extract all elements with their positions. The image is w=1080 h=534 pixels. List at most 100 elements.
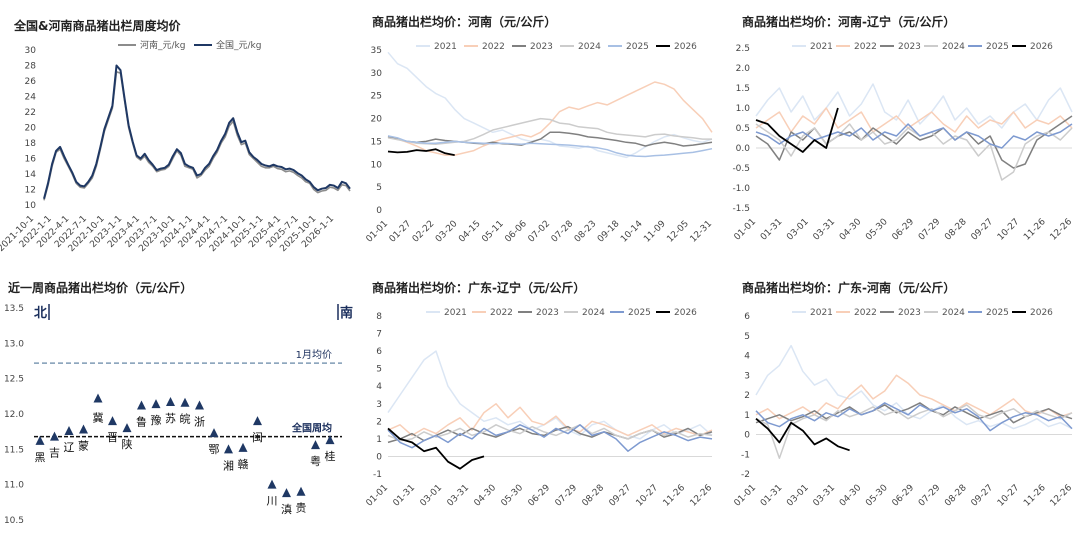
province-marker bbox=[325, 435, 335, 445]
y-tick-label: 2.0 bbox=[736, 64, 751, 74]
x-tick-label: 08-28 bbox=[943, 483, 969, 509]
panel-national-henan-weekly: 全国&河南商品猪出栏周度均价 10 12 14 16 18 20 22 24 26 28 30 202… bbox=[0, 0, 360, 268]
series-line-2024 bbox=[387, 117, 712, 145]
ref-line-label: 1月均价 bbox=[296, 349, 332, 361]
x-tick-label: 06-29 bbox=[891, 217, 917, 243]
province-label: 闽 bbox=[252, 431, 263, 444]
province-marker bbox=[151, 399, 161, 409]
province-label: 冀 bbox=[93, 410, 104, 424]
y-tick-label: 15 bbox=[371, 137, 382, 147]
legend-label: 2026 bbox=[674, 308, 697, 318]
legend-label: 2023 bbox=[898, 308, 921, 318]
x-tick-label: 12-05 bbox=[665, 219, 691, 245]
chart-henan-liaoning-spread: 商品猪出栏均价：河南-辽宁（元/公斤） -1.5 -1.0 -0.5 0.0 0.5 1.… bbox=[732, 14, 1074, 243]
province-label: 粤 bbox=[310, 454, 321, 468]
y-tick-label: -1 bbox=[373, 470, 382, 480]
y-tick-label: -1.5 bbox=[732, 204, 750, 214]
x-tick-label: 05-30 bbox=[500, 483, 526, 509]
province-marker bbox=[79, 424, 88, 434]
y-tick-label: 2.5 bbox=[736, 44, 750, 54]
y-tick-label: 12 bbox=[25, 186, 36, 196]
x-tick-label: 09-18 bbox=[596, 219, 622, 245]
x-tick-label: 12-31 bbox=[689, 219, 715, 245]
series-line-2025 bbox=[755, 402, 1073, 432]
y-tick-label: 1 bbox=[744, 411, 750, 421]
legend-label: 2026 bbox=[1030, 42, 1053, 52]
province-label: 鄂 bbox=[209, 443, 220, 456]
chart-henan-yearly: 商品猪出栏均价：河南（元/公斤） 0510152025303501-0101-2… bbox=[365, 14, 715, 245]
legend-label: 2022 bbox=[482, 42, 505, 52]
province-marker bbox=[311, 440, 320, 450]
x-tick-label: 07-02 bbox=[527, 219, 553, 245]
y-tick-label: 6 bbox=[744, 312, 750, 322]
province-marker bbox=[122, 423, 132, 433]
panel-guangdong-liaoning: 商品猪出栏均价：广东-辽宁（元/公斤） -1 0 1 2 3 4 5 6 7 8 01-01 01-3… bbox=[360, 268, 720, 534]
province-label: 黑 bbox=[35, 451, 46, 464]
y-tick-label: 25 bbox=[371, 92, 382, 102]
legend-label: 2025 bbox=[628, 308, 651, 318]
legend-label: 2024 bbox=[582, 308, 605, 318]
province-marker bbox=[50, 431, 59, 441]
x-tick-label: 11-26 bbox=[1022, 483, 1048, 509]
y-tick-label: 12.5 bbox=[4, 375, 24, 385]
x-tick-label: 01-01 bbox=[365, 219, 391, 245]
y-tick-label: 5 bbox=[376, 365, 382, 375]
x-tick-label: 08-28 bbox=[581, 483, 607, 509]
x-tick-label: 12-26 bbox=[689, 483, 715, 509]
south-label: 南 bbox=[340, 305, 353, 321]
legend-label: 全国_元/kg bbox=[216, 39, 261, 51]
province-label: 滇 bbox=[281, 502, 292, 516]
province-marker bbox=[209, 428, 219, 438]
province-label: 陕 bbox=[122, 437, 133, 451]
panel-weekly-province: 近一周商品猪出栏均价（元/公斤） 10.5 11.0 11.5 12.0 12.5 13.… bbox=[0, 268, 360, 534]
y-tick-label: 2 bbox=[376, 417, 382, 427]
province-marker bbox=[238, 442, 248, 452]
series-line-2024 bbox=[755, 123, 1073, 181]
y-tick-label: 18 bbox=[25, 139, 37, 149]
series-line-2021 bbox=[387, 350, 713, 440]
province-marker bbox=[180, 397, 190, 407]
province-label: 皖 bbox=[180, 412, 191, 426]
y-tick-label: 0 bbox=[376, 206, 382, 216]
x-tick-label: 02-22 bbox=[411, 219, 437, 245]
x-tick-label: 07-29 bbox=[917, 217, 943, 243]
y-tick-label: 0 bbox=[376, 452, 382, 462]
x-tick-label: 08-28 bbox=[943, 217, 969, 243]
legend-label: 河南_元/kg bbox=[140, 39, 185, 51]
x-tick-label: 09-27 bbox=[970, 217, 996, 243]
legend-label: 2026 bbox=[674, 42, 697, 52]
province-label: 辽 bbox=[64, 441, 75, 454]
series-line-2023 bbox=[387, 131, 713, 147]
panel-guangdong-henan: 商品猪出栏均价：广东-河南（元/公斤） -2 -1 0 1 2 3 4 5 6 01-01 01-3… bbox=[720, 268, 1080, 534]
chart-title: 商品猪出栏均价：广东-辽宁（元/公斤） bbox=[372, 280, 585, 295]
series-line-2025 bbox=[387, 135, 713, 158]
province-marker bbox=[224, 444, 233, 454]
y-tick-label: 11.5 bbox=[4, 445, 24, 455]
series-line-2025 bbox=[755, 123, 1073, 149]
x-tick-label: 05-11 bbox=[480, 219, 506, 245]
x-tick-label: 03-20 bbox=[434, 219, 460, 245]
province-label: 苏 bbox=[165, 412, 176, 425]
legend-label: 2024 bbox=[942, 42, 965, 52]
chart-weekly-province-prices: 近一周商品猪出栏均价（元/公斤） 10.5 11.0 11.5 12.0 12.5 13.… bbox=[4, 280, 353, 526]
y-tick-label: 3 bbox=[744, 371, 750, 381]
legend-label: 2022 bbox=[854, 42, 877, 52]
y-tick-label: 5 bbox=[376, 183, 382, 193]
x-tick-label: 03-01 bbox=[419, 483, 445, 509]
x-tick-label: 06-29 bbox=[527, 483, 553, 509]
province-marker bbox=[166, 396, 175, 406]
y-tick-label: 5 bbox=[744, 332, 750, 342]
legend-label: 2022 bbox=[854, 308, 877, 318]
y-tick-label: 30 bbox=[371, 69, 383, 79]
province-label: 浙 bbox=[194, 416, 205, 429]
legend-label: 2021 bbox=[810, 308, 833, 318]
series-line-2022 bbox=[387, 81, 713, 156]
chart-title: 商品猪出栏均价：河南-辽宁（元/公斤） bbox=[742, 14, 955, 29]
x-tick-label: 06-06 bbox=[503, 219, 529, 245]
series-line-2026 bbox=[387, 148, 455, 156]
y-tick-label: 10 bbox=[25, 201, 37, 211]
x-tick-label: 08-23 bbox=[573, 219, 599, 245]
province-label: 豫 bbox=[151, 414, 162, 427]
series-line-2026 bbox=[387, 427, 485, 470]
series-line-2026 bbox=[755, 107, 839, 153]
